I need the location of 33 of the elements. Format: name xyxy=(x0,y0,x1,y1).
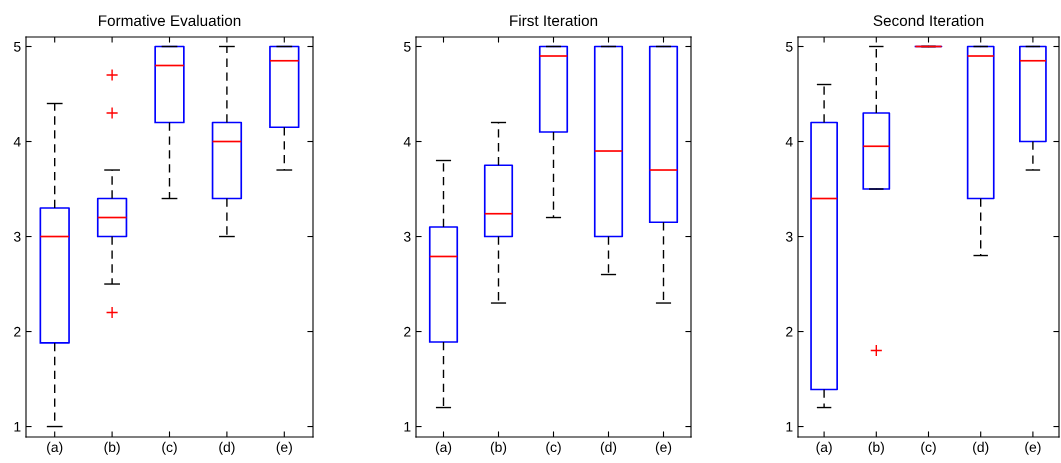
x-tick-label: (b) xyxy=(104,441,120,455)
x-tick-label: (b) xyxy=(868,441,884,455)
y-tick-label: 3 xyxy=(403,231,411,242)
y-tick-label: 1 xyxy=(786,422,793,432)
chart-title: First Iteration xyxy=(510,14,598,27)
y-tick-label: 3 xyxy=(785,231,793,242)
y-tick-label: 3 xyxy=(13,231,21,242)
y-tick-label: 2 xyxy=(786,326,793,337)
x-tick-label: (c) xyxy=(546,441,561,455)
x-tick-label: (d) xyxy=(219,441,235,455)
y-tick-label: 4 xyxy=(785,136,793,147)
y-tick-label: 4 xyxy=(403,136,411,147)
y-tick-label: 2 xyxy=(14,326,21,337)
x-tick-label: (a) xyxy=(47,441,63,455)
chart-title: Second Iteration xyxy=(873,14,984,27)
y-tick-label: 2 xyxy=(404,326,411,337)
y-tick-label: 5 xyxy=(403,41,411,52)
x-tick-label: (d) xyxy=(973,441,989,455)
chart-title: Formative Evaluation xyxy=(99,14,241,27)
y-tick-label: 1 xyxy=(14,422,21,432)
x-tick-label: (b) xyxy=(490,441,507,455)
x-tick-label: (d) xyxy=(600,441,617,455)
x-tick-label: (c) xyxy=(921,441,936,455)
x-tick-label: (a) xyxy=(435,441,452,455)
y-tick-label: 1 xyxy=(404,422,411,432)
x-tick-label: (c) xyxy=(162,441,177,455)
x-tick-label: (e) xyxy=(276,441,292,455)
y-tick-label: 5 xyxy=(785,41,793,52)
x-tick-label: (e) xyxy=(1025,441,1041,455)
x-tick-label: (a) xyxy=(816,441,832,455)
y-tick-label: 5 xyxy=(13,41,21,52)
x-tick-label: (e) xyxy=(655,441,672,455)
y-tick-label: 4 xyxy=(13,136,21,147)
